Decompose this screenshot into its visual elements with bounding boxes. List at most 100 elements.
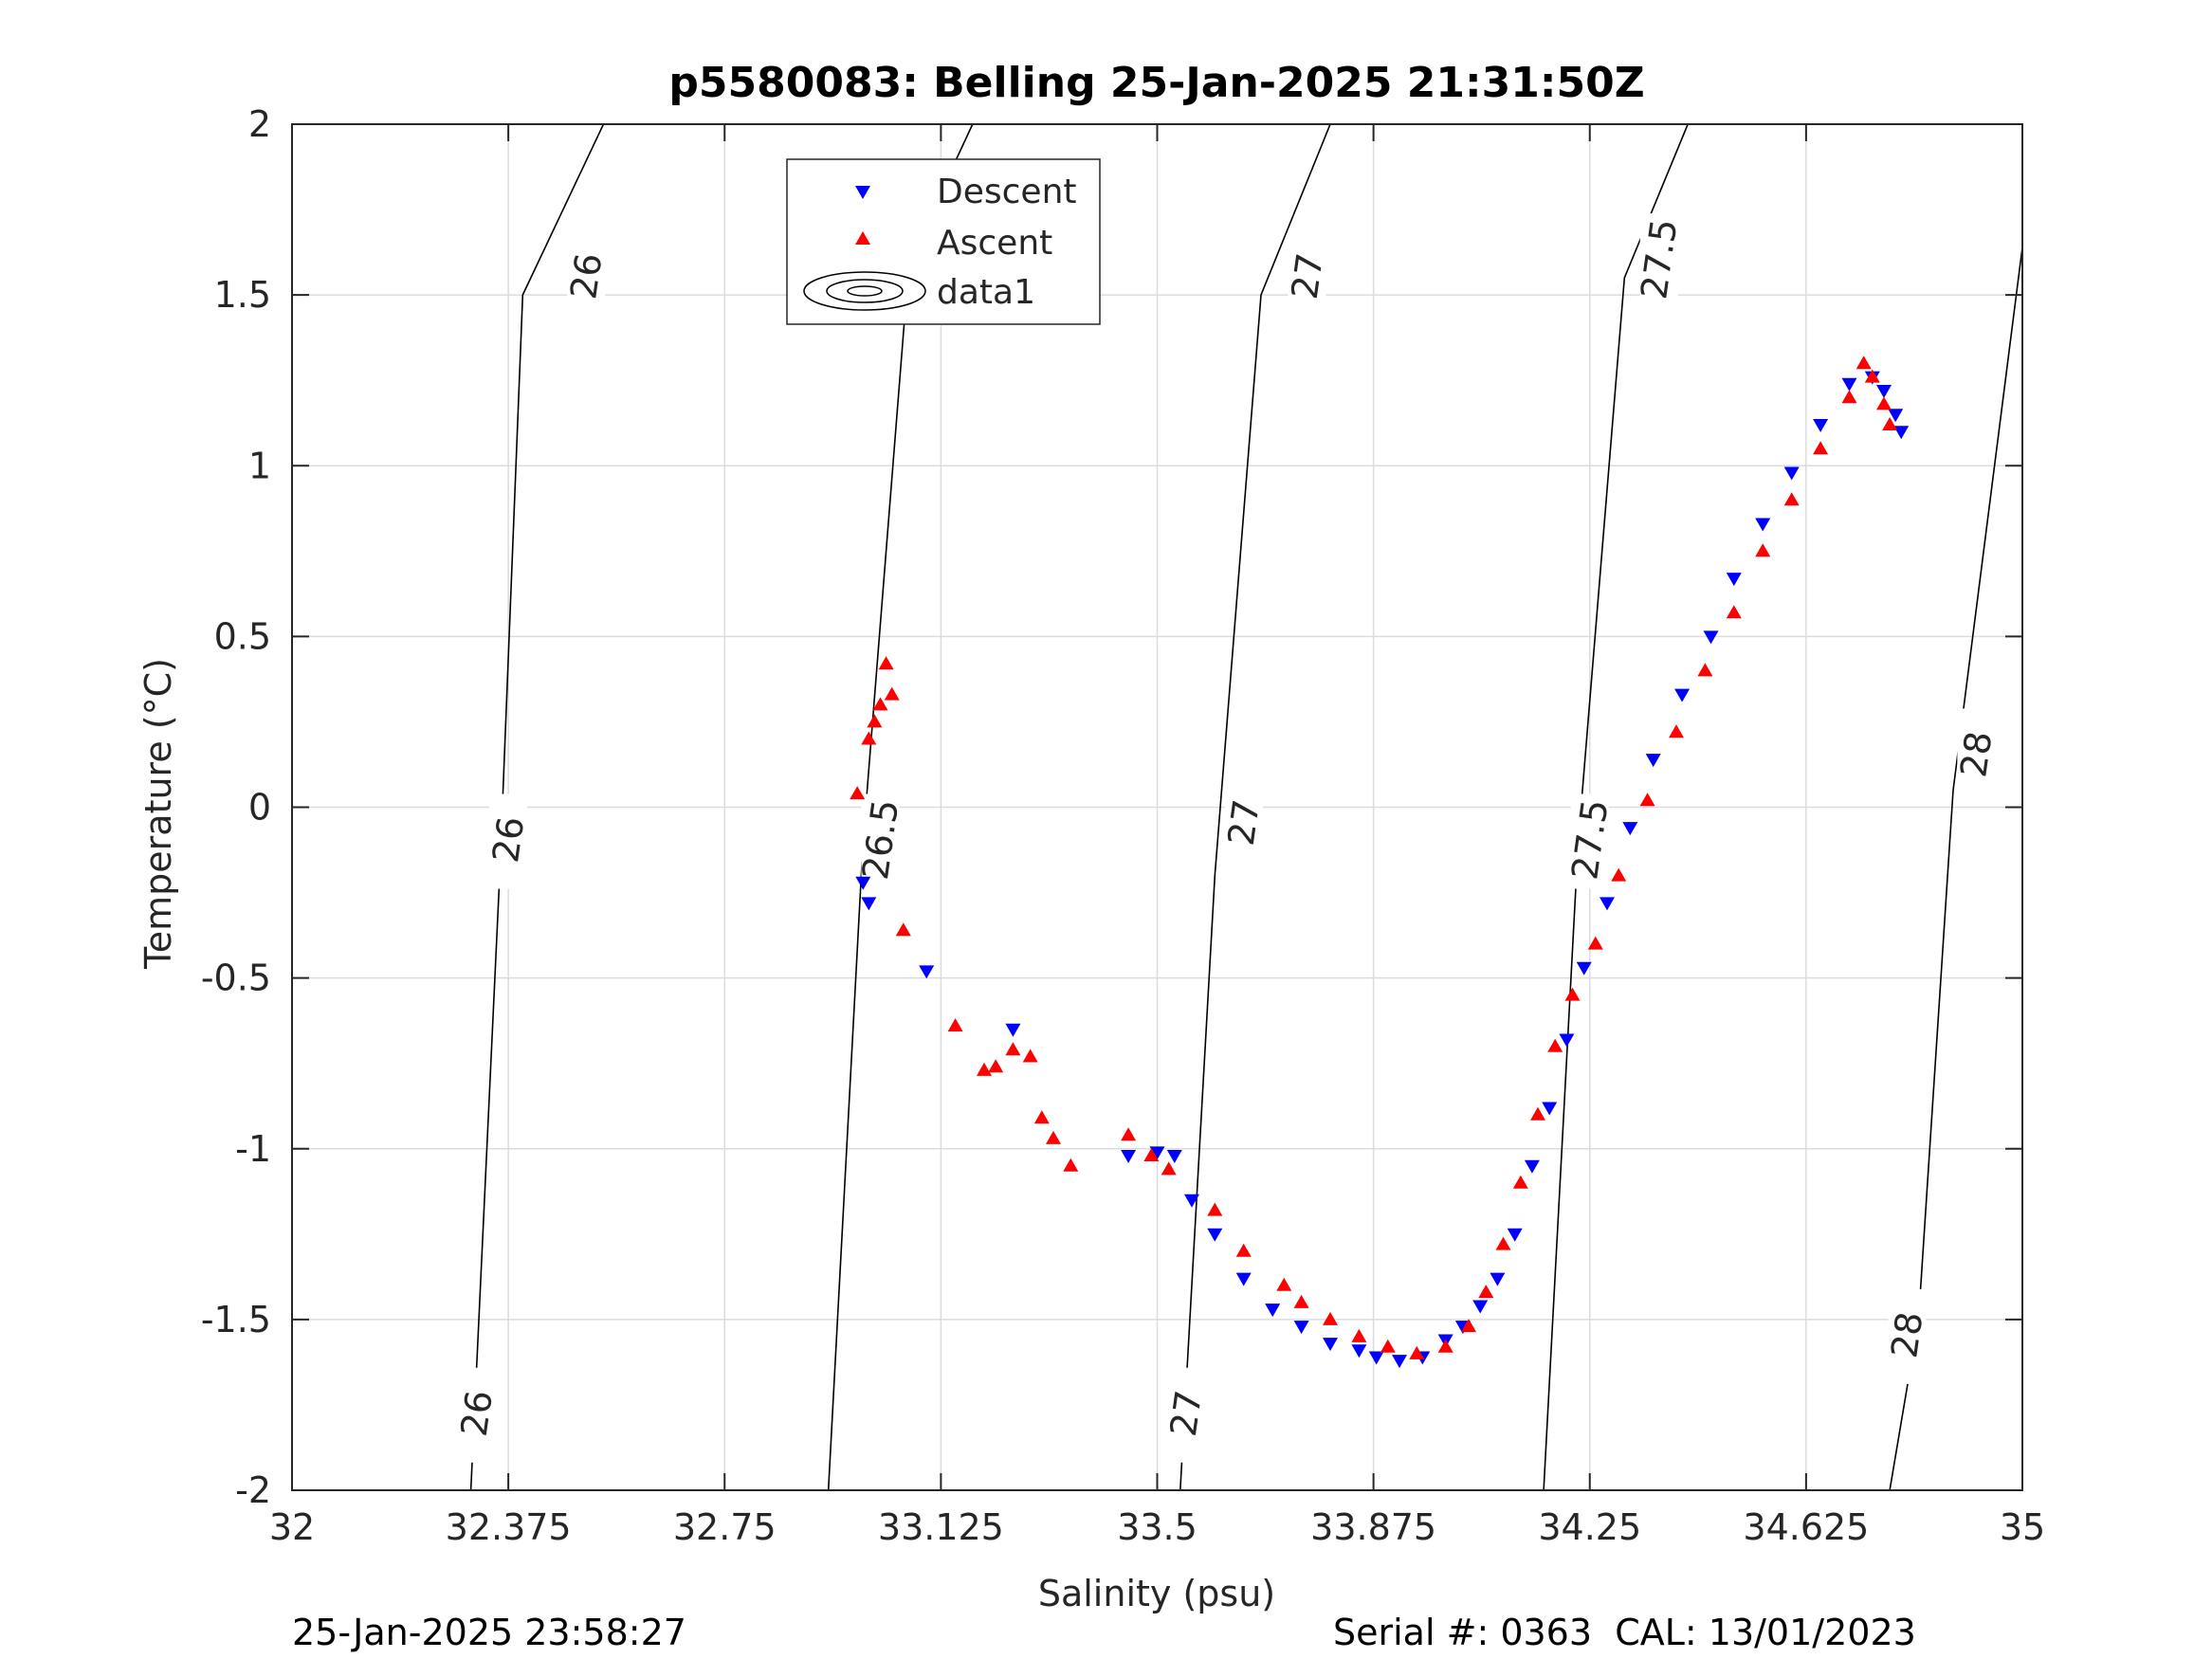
contour-label-bg xyxy=(489,793,528,889)
y-tick-label: 0.5 xyxy=(214,615,271,657)
ascent-point xyxy=(884,686,900,701)
descent-point xyxy=(1755,518,1771,532)
descent-point xyxy=(1005,1023,1021,1037)
ascent-point xyxy=(861,731,877,745)
descent-point xyxy=(1166,1150,1182,1163)
contour-label: 26 xyxy=(562,250,610,301)
ascent-point xyxy=(1033,1110,1050,1124)
contour-label-bg xyxy=(1570,793,1609,889)
legend-descent-marker xyxy=(855,186,870,199)
descent-point xyxy=(861,897,877,911)
descent-point xyxy=(1888,409,1904,423)
ascent-point xyxy=(1726,605,1742,619)
descent-point xyxy=(1674,688,1691,702)
legend-contour-label: data1 xyxy=(937,273,1035,312)
ascent-point xyxy=(1755,543,1771,557)
descent-point xyxy=(1576,961,1592,975)
descent-point xyxy=(1368,1351,1384,1365)
ascent-point xyxy=(1611,867,1627,882)
descent-point xyxy=(1559,1033,1575,1048)
contour-label: 28 xyxy=(1883,1309,1930,1360)
contour-label: 26 xyxy=(453,1388,501,1439)
ascent-point xyxy=(1143,1148,1160,1161)
x-tick-label: 32 xyxy=(269,1506,315,1548)
ascent-point xyxy=(1063,1158,1079,1172)
descent-point xyxy=(919,965,935,979)
descent-point xyxy=(1472,1300,1489,1314)
axis-ticks: 32 32.375 32.75 33.125 33.5 33.875 34.25 34.625… xyxy=(201,103,2045,1548)
contour-line-27-5 xyxy=(1543,123,1689,1491)
x-tick-label: 33.125 xyxy=(878,1506,1004,1548)
y-tick-label: 2 xyxy=(248,103,271,145)
contour-label-bg xyxy=(457,1367,496,1463)
descent-point xyxy=(1235,1272,1252,1286)
contour-label-bg xyxy=(1888,1288,1927,1384)
ascent-point xyxy=(1478,1285,1494,1299)
ascent-point xyxy=(1547,1038,1563,1052)
contour-label: 28 xyxy=(1952,729,2000,780)
x-tick-label: 33.875 xyxy=(1310,1506,1436,1548)
x-tick-label: 33.5 xyxy=(1117,1506,1197,1548)
contour-label-bg xyxy=(1288,230,1326,326)
descent-point xyxy=(1121,1150,1137,1163)
contour-label: 27 xyxy=(1220,797,1268,848)
y-tick-label: -1 xyxy=(235,1128,271,1170)
ascent-point xyxy=(878,656,894,670)
ascent-point xyxy=(1587,936,1603,950)
contour-label-bg xyxy=(567,230,606,326)
ascent-point xyxy=(867,714,883,728)
y-tick-label: -0.5 xyxy=(201,957,271,999)
legend-ascent-marker xyxy=(855,231,870,245)
ascent-point xyxy=(1856,356,1872,370)
x-tick-label: 32.375 xyxy=(446,1506,572,1548)
descent-point xyxy=(1783,466,1800,481)
contour-line-27 xyxy=(1179,123,1331,1491)
x-tick-label: 35 xyxy=(2000,1506,2045,1548)
descent-point xyxy=(1265,1304,1281,1318)
ascent-point xyxy=(1161,1161,1177,1176)
ascent-point xyxy=(1437,1339,1453,1353)
descent-point xyxy=(1703,630,1719,645)
data-points xyxy=(850,356,1910,1369)
ascent-point xyxy=(1669,724,1684,738)
descent-point xyxy=(1507,1228,1523,1242)
footer-timestamp: 25-Jan-2025 23:58:27 xyxy=(292,1612,686,1653)
grid xyxy=(291,123,2023,1491)
contour-label: 27 xyxy=(1162,1388,1210,1439)
legend-ascent-label: Ascent xyxy=(937,224,1052,263)
ascent-point xyxy=(1864,369,1880,383)
descent-point xyxy=(1524,1159,1540,1174)
ascent-point xyxy=(1813,441,1829,455)
descent-point xyxy=(1542,1102,1558,1116)
y-tick-label: 1.5 xyxy=(214,274,271,316)
descent-point xyxy=(1184,1194,1199,1208)
contour-label-bg xyxy=(1166,1367,1205,1463)
ascent-point xyxy=(1841,390,1857,404)
legend-descent-label: Descent xyxy=(937,173,1077,211)
y-axis-label: Temperature (°C) xyxy=(137,658,179,970)
contour-label-bg xyxy=(1639,213,1678,309)
descent-point xyxy=(1622,822,1638,836)
contour-line-26 xyxy=(469,123,605,1491)
ascent-point xyxy=(1046,1130,1061,1144)
contour-line-28 xyxy=(1889,246,2023,1491)
contour-label: 26 xyxy=(484,814,532,866)
ascent-point xyxy=(1876,396,1892,410)
ascent-point xyxy=(1512,1175,1528,1189)
legend: Descent Ascent data1 xyxy=(786,158,1101,325)
ascent-point xyxy=(1351,1328,1367,1342)
ascent-point xyxy=(1121,1127,1137,1141)
chart-title: p5580083: Belling 25-Jan-2025 21:31:50Z xyxy=(668,59,1644,107)
descent-point xyxy=(1207,1228,1223,1242)
ascent-point xyxy=(1882,417,1898,430)
descent-point xyxy=(1490,1272,1506,1286)
footer-serial: Serial #: 0363 CAL: 13/01/2023 xyxy=(1333,1612,1916,1653)
ascent-point xyxy=(1409,1345,1425,1359)
ascent-point xyxy=(1530,1106,1545,1121)
descent-point xyxy=(1726,573,1742,587)
y-tick-label: 1 xyxy=(248,445,271,486)
ascent-point xyxy=(895,922,911,937)
ascent-point xyxy=(1022,1048,1038,1063)
contour-label-bg xyxy=(861,793,900,889)
